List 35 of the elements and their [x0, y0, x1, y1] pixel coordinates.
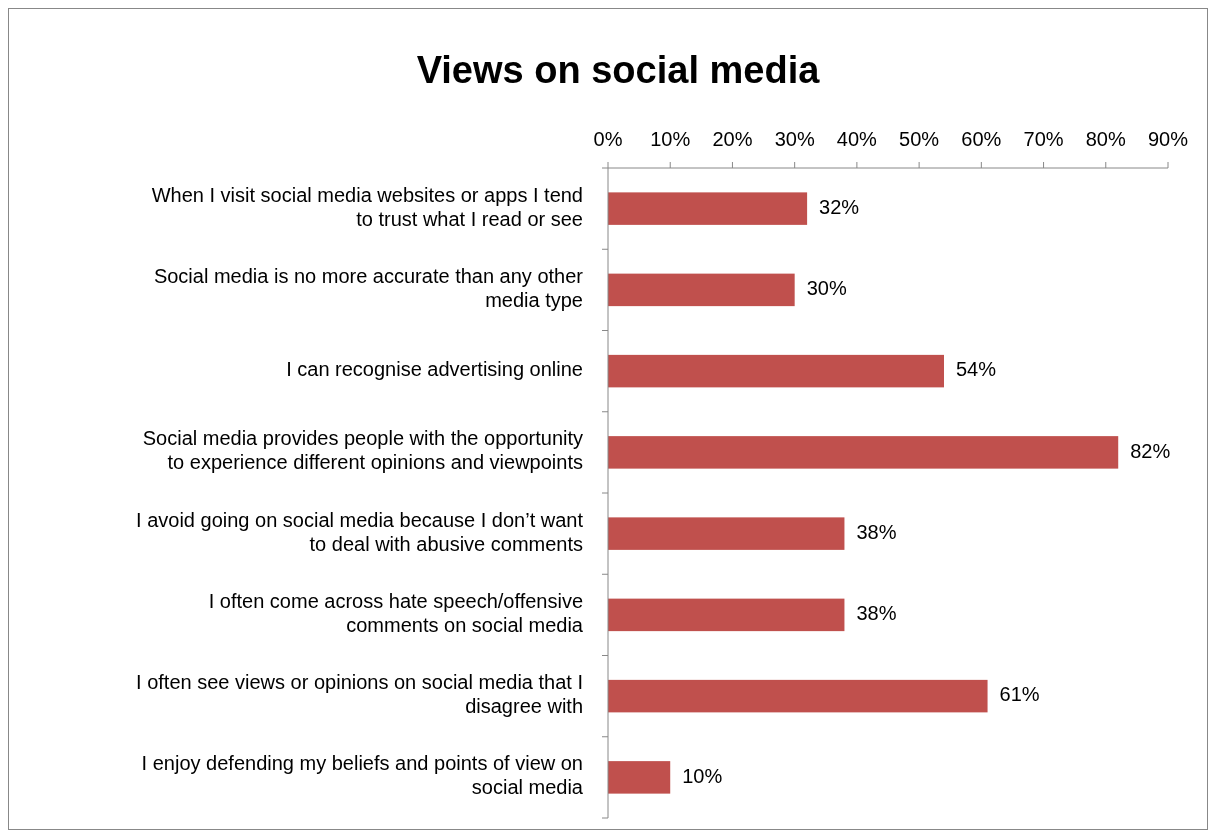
x-tick-label: 60%	[961, 128, 1002, 150]
x-tick-label: 80%	[1085, 128, 1127, 150]
x-tick-label: 90%	[1147, 128, 1189, 150]
data-label: 61%	[999, 683, 1040, 706]
bar	[608, 192, 808, 225]
data-label: 38%	[856, 520, 897, 543]
x-tick-label: 20%	[712, 128, 753, 150]
y-tick-label: I avoid going on social media because I don’t want to deal with abusive comments	[136, 508, 584, 555]
bar	[608, 354, 944, 388]
x-tick-label: 10%	[650, 128, 691, 150]
data-label: 10%	[682, 764, 723, 787]
data-label: 38%	[856, 602, 897, 625]
data-label: 82%	[1130, 439, 1171, 462]
y-tick-label: I can recognise advertising online	[286, 358, 583, 381]
bar	[608, 517, 845, 550]
y-tick-label: When I visit social media websites or apps I tend to trust what I read or see	[151, 183, 583, 230]
bar	[608, 436, 1119, 469]
data-label: 54%	[956, 358, 997, 381]
y-tick-label: Social media is no more accurate than any other media type	[153, 265, 584, 312]
bar	[608, 679, 988, 713]
chart-title: Views on social media	[416, 49, 821, 91]
data-label: 30%	[806, 277, 847, 300]
x-tick-label: 50%	[899, 128, 940, 150]
x-tick-label: 70%	[1023, 128, 1064, 150]
bar	[608, 761, 671, 794]
x-tick-label: 0%	[593, 128, 623, 150]
x-tick-label: 30%	[774, 128, 815, 150]
x-tick-label: 40%	[836, 128, 878, 150]
y-tick-label: I often come across hate speech/offensive comments on social media	[208, 590, 584, 637]
y-tick-label: Social media provides people with the opportunity to experience different opinions and viewpoints	[142, 427, 583, 474]
data-label: 32%	[819, 195, 860, 218]
y-tick-label: I often see views or opinions on social media that I disagree with	[136, 671, 583, 718]
y-tick-label: I enjoy defending my beliefs and points of view on social media	[141, 752, 584, 799]
bar	[608, 273, 795, 307]
bar	[608, 598, 845, 632]
